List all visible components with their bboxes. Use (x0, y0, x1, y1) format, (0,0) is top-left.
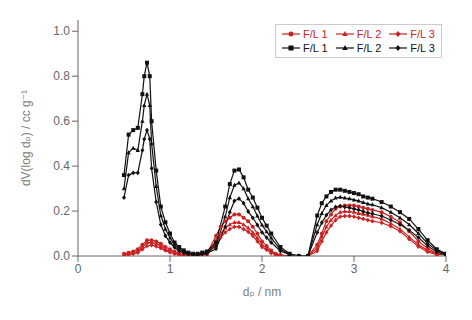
html-text:F/L 2: F/L 2 (356, 28, 382, 40)
html-text:F/L 1: F/L 1 (303, 42, 328, 54)
svg-text:3: 3 (351, 262, 358, 276)
svg-text:4: 4 (443, 262, 450, 276)
html-text:F/L 1: F/L 1 (303, 28, 328, 40)
html-text:F/L 3: F/L 3 (410, 42, 435, 54)
svg-text:1.0: 1.0 (53, 24, 70, 38)
svg-text:dₚ / nm: dₚ / nm (243, 285, 281, 299)
svg-text:0.8: 0.8 (53, 69, 70, 83)
html-text:F/L 3: F/L 3 (410, 28, 435, 40)
svg-text:0.6: 0.6 (53, 114, 70, 128)
svg-text:2: 2 (259, 262, 266, 276)
svg-text:0: 0 (75, 262, 82, 276)
svg-text:0.0: 0.0 (53, 249, 70, 263)
svg-text:1: 1 (167, 262, 174, 276)
html-text:F/L 2: F/L 2 (356, 42, 382, 54)
svg-text:0.4: 0.4 (53, 159, 70, 173)
svg-text:0.2: 0.2 (53, 204, 70, 218)
svg-text:dV(log dₚ) / cc g⁻¹: dV(log dₚ) / cc g⁻¹ (19, 90, 33, 186)
